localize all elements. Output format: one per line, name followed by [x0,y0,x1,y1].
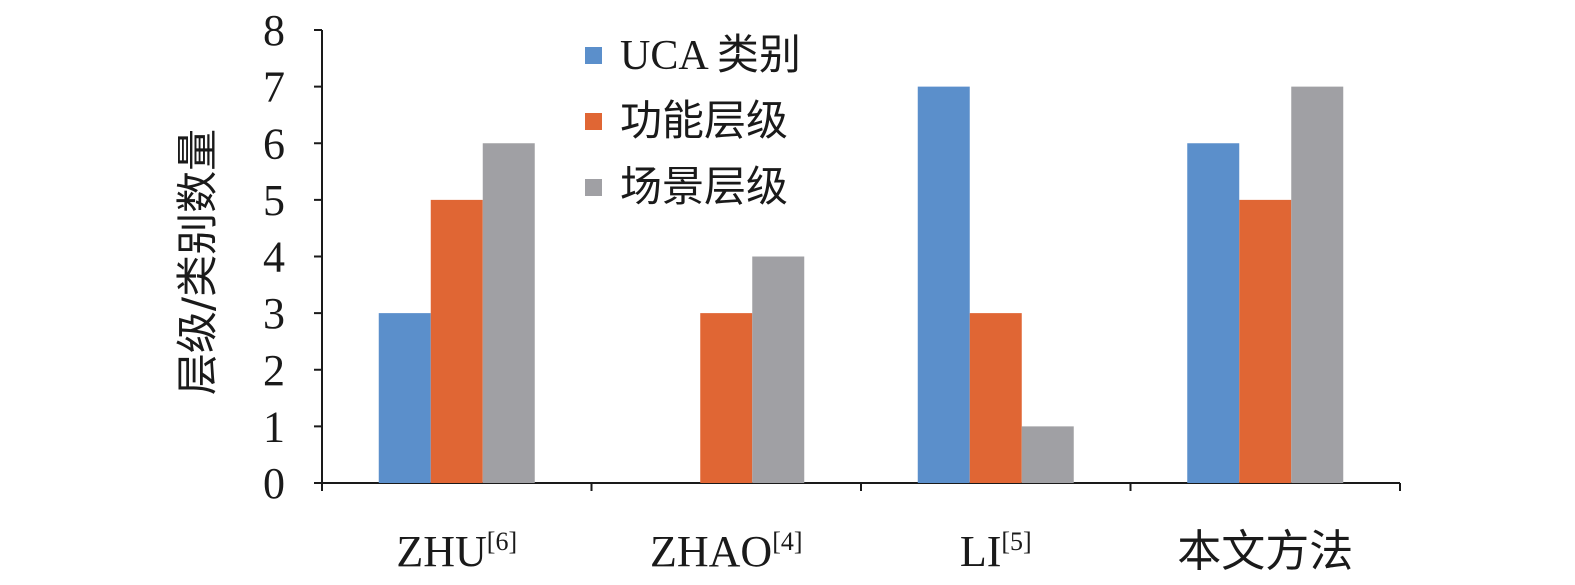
bar [700,313,753,483]
category-name: ZHU [396,527,486,576]
bar [1021,426,1074,483]
y-tick-label: 8 [263,6,285,55]
y-tick-labels: 0 1 2 3 4 5 6 7 8 [263,6,285,508]
bar [430,199,483,483]
y-tick-label: 3 [263,289,285,338]
bars [378,86,1344,483]
x-category-labels: ZHU[6] ZHAO[4] LI[5] 本文方法 [396,527,1353,576]
y-tick-label: 4 [263,233,285,282]
category-reference: [6] [487,527,517,556]
x-category-label: ZHU[6] [396,527,517,576]
category-name: LI [960,527,1002,576]
y-tick-label: 2 [263,346,285,395]
category-reference: [4] [772,527,802,556]
x-category-label: 本文方法 [1177,527,1353,576]
legend-label: 功能层级 [620,99,788,145]
y-tick-label: 7 [263,63,285,112]
x-category-label: LI[5] [960,527,1032,576]
legend-swatch [585,179,602,196]
category-name: ZHAO [650,527,772,576]
category-name: 本文方法 [1177,527,1353,576]
bar [1291,86,1344,483]
y-tick-label: 0 [263,459,285,508]
bar [1187,143,1240,483]
bar [752,256,805,483]
bar [969,313,1022,483]
bar [482,143,535,483]
legend-swatch [585,113,602,130]
y-tick-label: 1 [263,402,285,451]
y-axis-label: 层级/类别数量 [173,129,222,395]
bar [917,86,970,483]
x-category-label: ZHAO[4] [650,527,803,576]
legend-label: UCA 类别 [620,33,801,79]
y-tick-label: 6 [263,119,285,168]
category-reference: [5] [1001,527,1031,556]
legend-label: 场景层级 [620,165,788,211]
y-tick-label: 5 [263,176,285,225]
bar [378,313,431,483]
legend-swatch [585,47,602,64]
bar [1239,199,1292,483]
